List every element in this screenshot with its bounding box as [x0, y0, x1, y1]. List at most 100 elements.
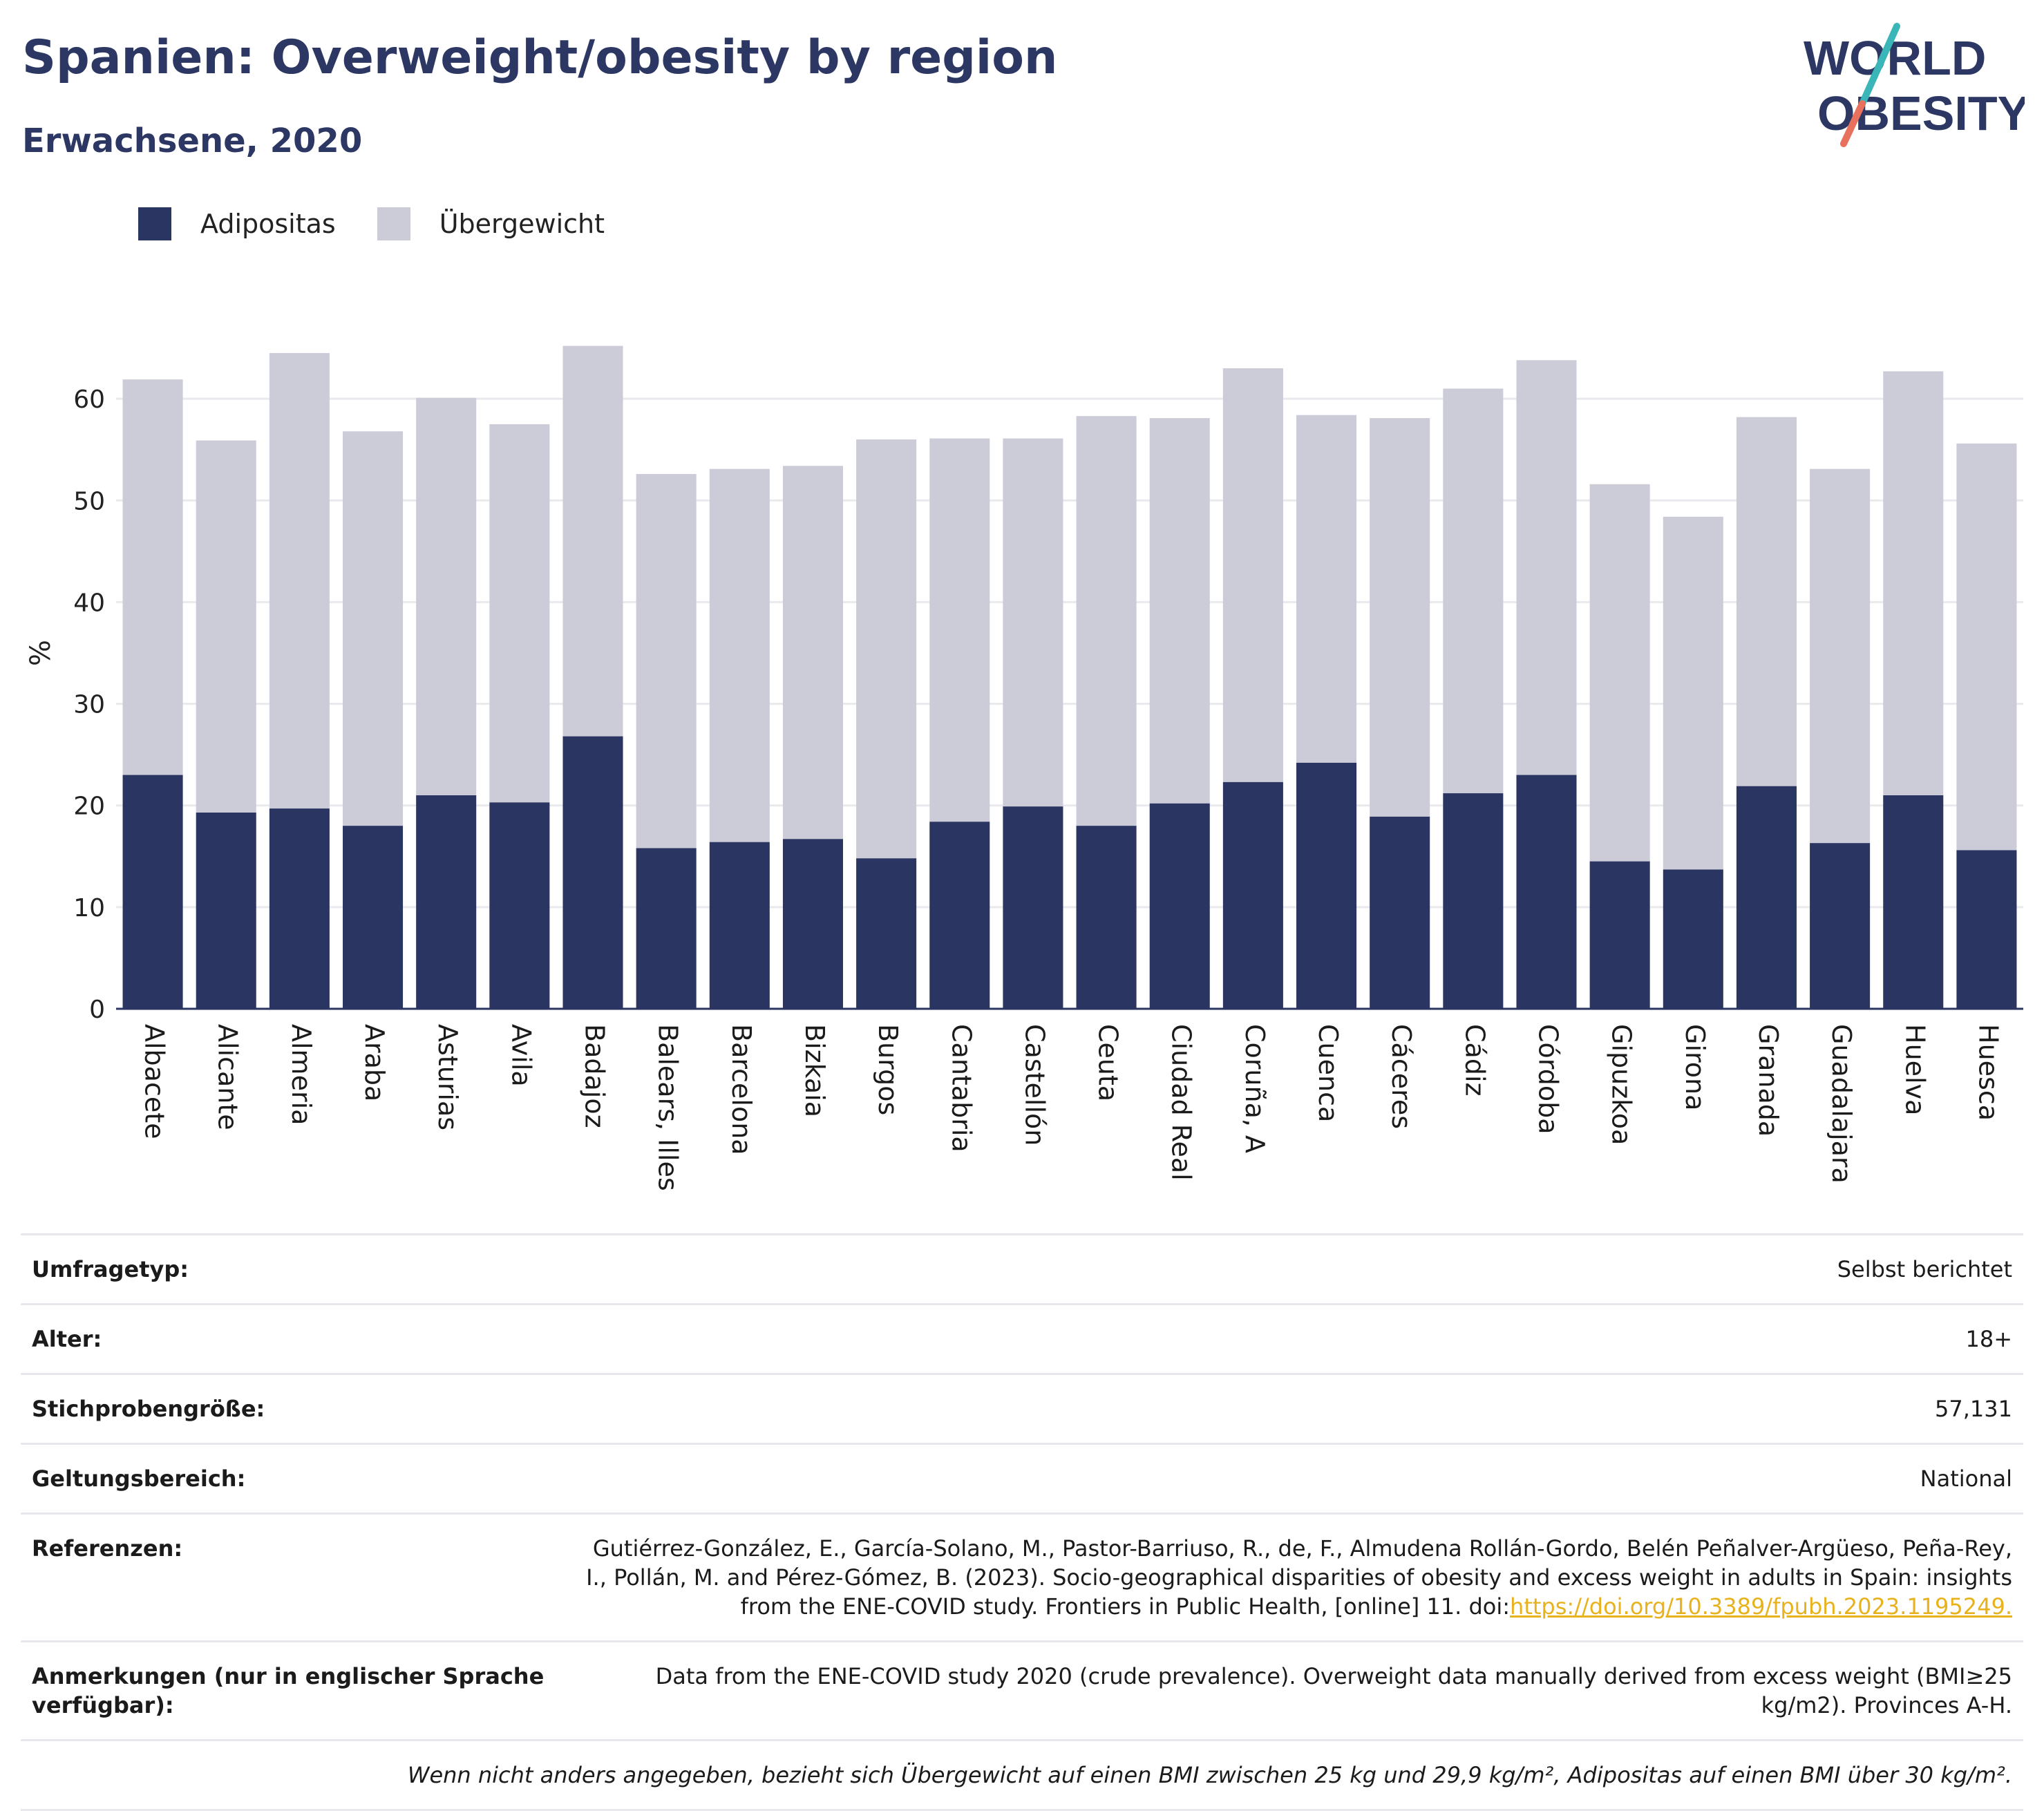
bar-overweight — [1222, 368, 1283, 782]
legend-swatch-overweight — [377, 207, 410, 240]
notes-value: Data from the ENE-COVID study 2020 (crud… — [655, 1663, 2012, 1718]
bmi-footnote: Wenn nicht anders angegeben, bezieht sic… — [21, 1739, 2023, 1811]
page-title: Spanien: Overweight/obesity by region — [22, 30, 1058, 85]
x-tick-label: Guadalajara — [1826, 1024, 1857, 1184]
bar-overweight — [416, 397, 477, 795]
references-value: Gutiérrez-González, E., García-Solano, M… — [585, 1534, 2012, 1621]
bar-overweight — [1956, 443, 2017, 851]
bar-obesity — [562, 736, 623, 1009]
bar-obesity — [1222, 781, 1283, 1009]
x-tick-label: Burgos — [873, 1024, 903, 1115]
bar-obesity — [1149, 803, 1210, 1009]
y-tick-label: 60 — [73, 386, 105, 414]
bar-overweight — [1810, 468, 1871, 844]
x-tick-label: Cantabria — [946, 1024, 976, 1153]
x-tick-label: Córdoba — [1533, 1024, 1564, 1135]
stacked-bar-chart: 0 10 20 30 40 50 60% Albacete Alicante Almeria Ara… — [25, 345, 2023, 1191]
bar-obesity — [636, 848, 697, 1009]
bar-overweight — [1736, 417, 1797, 786]
x-tick-label: Albacete — [140, 1024, 170, 1139]
x-tick-label: Balears, Illes — [653, 1024, 683, 1191]
x-tick-label: Ciudad Real — [1166, 1024, 1197, 1181]
references-label: Referenzen: — [32, 1535, 183, 1562]
scope-label: Geltungsbereich: — [32, 1466, 246, 1492]
y-tick-label: 50 — [73, 487, 105, 515]
bar-obesity — [122, 775, 183, 1009]
x-tick-label: Girona — [1680, 1024, 1710, 1110]
x-tick-label: Gipuzkoa — [1607, 1024, 1637, 1145]
legend-swatch-obesity — [138, 207, 171, 240]
x-tick-label: Badajoz — [580, 1024, 610, 1128]
x-tick-label: Castellón — [1019, 1024, 1050, 1146]
info-row-survey-type: Umfragetyp: Selbst berichtet — [21, 1233, 2023, 1303]
bar-obesity — [856, 858, 917, 1009]
x-tick-label: Asturias — [433, 1024, 463, 1130]
info-row-sample-size: Stichprobengröße: 57,131 — [21, 1373, 2023, 1443]
bar-obesity — [416, 795, 477, 1009]
age-label: Alter: — [32, 1326, 102, 1352]
page-subtitle: Erwachsene, 2020 — [22, 122, 363, 160]
bar-overweight — [269, 352, 330, 809]
bar-overweight — [196, 440, 256, 813]
bar-overweight — [1663, 516, 1723, 870]
info-row-notes: Anmerkungen (nur in englischer Sprache v… — [21, 1640, 2023, 1739]
bar-obesity — [1736, 786, 1797, 1009]
bar-obesity — [929, 822, 990, 1009]
bar-overweight — [343, 431, 404, 826]
x-tick-label: Cádiz — [1459, 1024, 1490, 1096]
bar-overweight — [709, 468, 770, 842]
x-tick-label: Avila — [506, 1024, 536, 1087]
bar-obesity — [1956, 850, 2017, 1009]
y-tick-label: 30 — [73, 691, 105, 719]
bar-obesity — [1883, 795, 1944, 1009]
info-table: Umfragetyp: Selbst berichtet Alter: 18+ … — [21, 1233, 2023, 1811]
bar-obesity — [782, 839, 843, 1009]
chart-legend: Adipositas Übergewicht — [138, 205, 646, 243]
bar-overweight — [1003, 438, 1063, 807]
x-tick-label: Granada — [1753, 1024, 1783, 1137]
bar-obesity — [1516, 775, 1577, 1009]
y-axis-label: % — [25, 640, 57, 666]
info-row-references: Referenzen: Gutiérrez-González, E., Garc… — [21, 1513, 2023, 1640]
bar-overweight — [1296, 415, 1357, 763]
bar-overweight — [562, 345, 623, 737]
legend-label-overweight: Übergewicht — [439, 209, 605, 239]
bar-obesity — [1443, 793, 1504, 1009]
info-row-scope: Geltungsbereich: National — [21, 1443, 2023, 1513]
age-value: 18+ — [1965, 1326, 2012, 1352]
bar-obesity — [269, 808, 330, 1009]
x-tick-label: Coruña, A — [1240, 1024, 1270, 1153]
legend-item-obesity: Adipositas — [138, 207, 336, 240]
bar-obesity — [1076, 826, 1137, 1009]
x-tick-label: Cuenca — [1313, 1024, 1343, 1122]
bar-overweight — [1149, 418, 1210, 804]
bar-overweight — [1370, 418, 1430, 817]
references-text: Gutiérrez-González, E., García-Solano, M… — [586, 1535, 2012, 1620]
bar-overweight — [1589, 484, 1650, 862]
bar-obesity — [1810, 843, 1871, 1009]
references-doi-link[interactable]: https://doi.org/10.3389/fpubh.2023.11952… — [1510, 1593, 2012, 1620]
notes-label: Anmerkungen (nur in englischer Sprache v… — [32, 1663, 545, 1718]
svg-text:WORLD: WORLD — [1804, 31, 1986, 85]
survey-type-value: Selbst berichtet — [1837, 1256, 2012, 1282]
x-tick-label: Barcelona — [726, 1024, 757, 1155]
bar-obesity — [343, 826, 404, 1009]
bar-overweight — [122, 379, 183, 775]
bar-obesity — [1296, 762, 1357, 1009]
y-tick-label: 10 — [73, 894, 105, 922]
x-tick-label: Almeria — [286, 1024, 316, 1125]
x-tick-label: Ceuta — [1093, 1024, 1124, 1101]
x-tick-label: Cáceres — [1386, 1024, 1417, 1129]
x-tick-label: Bizkaia — [799, 1024, 830, 1117]
bar-obesity — [196, 813, 256, 1009]
bar-obesity — [1370, 816, 1430, 1009]
x-tick-label: Alicante — [213, 1024, 243, 1130]
legend-item-overweight: Übergewicht — [377, 207, 605, 240]
bar-overweight — [489, 424, 550, 803]
x-tick-label: Huelva — [1900, 1024, 1930, 1115]
bar-obesity — [1003, 806, 1063, 1009]
bar-overweight — [1516, 360, 1577, 775]
bar-overweight — [1883, 371, 1944, 795]
legend-label-obesity: Adipositas — [200, 209, 336, 239]
bar-overweight — [929, 438, 990, 822]
